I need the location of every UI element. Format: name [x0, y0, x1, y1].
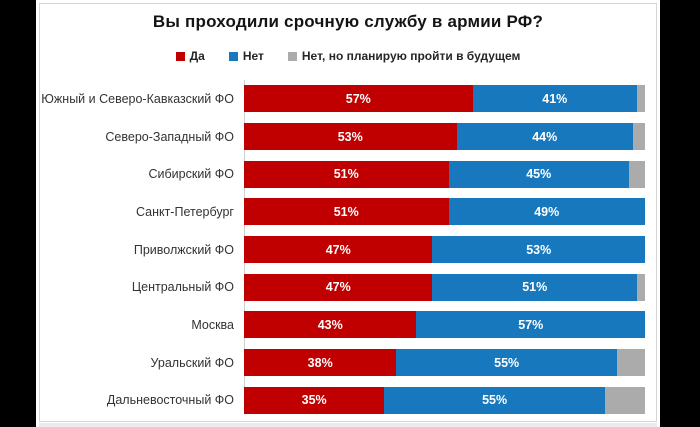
legend-swatch-icon	[228, 51, 238, 61]
category-label: Центральный ФО	[131, 280, 234, 295]
value-label: 43%	[317, 317, 343, 332]
bar-segment-net: 53%	[432, 236, 645, 264]
plot-area: Южный и Северо-Кавказский ФО 57% 41% Северо…	[36, 80, 660, 420]
category-label: Уральский ФО	[150, 355, 234, 370]
chart-title: Вы проходили срочную службу в армии РФ?	[152, 12, 544, 31]
stacked-bar: 47% 51%	[244, 273, 645, 301]
bar-segment-net: 51%	[432, 273, 637, 301]
category-row: Центральный ФО 47% 51%	[36, 268, 660, 306]
stacked-bar: 38% 55%	[244, 349, 645, 377]
stacked-bar: 57% 41%	[244, 85, 645, 113]
panel-bottom-strip	[39, 423, 657, 427]
category-label: Санкт-Петербург	[135, 204, 234, 219]
bar-segment-plan	[628, 160, 645, 188]
category-row: Сибирский ФО 51% 45%	[36, 155, 660, 193]
category-label: Южный и Северо-Кавказский ФО	[41, 91, 234, 106]
value-label: 55%	[494, 355, 520, 370]
value-label: 35%	[301, 393, 327, 408]
category-row: Приволжский ФО 47% 53%	[36, 231, 660, 269]
bar-segment-plan	[616, 349, 645, 377]
chart-panel: Вы проходили срочную службу в армии РФ? …	[36, 0, 660, 427]
value-label: 45%	[526, 167, 552, 182]
bar-segment-net: 57%	[416, 311, 645, 339]
bar-segment-plan	[604, 386, 645, 414]
legend-swatch-icon	[175, 51, 185, 61]
value-label: 47%	[325, 242, 351, 257]
bar-segment-da: 51%	[244, 160, 449, 188]
category-row: Уральский ФО 38% 55%	[36, 344, 660, 382]
legend-item-2: Нет, но планирую пройти в будущем	[287, 49, 521, 63]
stacked-bar: 43% 57%	[244, 311, 645, 339]
category-row: Москва 43% 57%	[36, 306, 660, 344]
value-label: 38%	[307, 355, 333, 370]
category-label: Северо-Западный ФО	[105, 129, 234, 144]
bar-segment-da: 53%	[244, 123, 457, 151]
bar-segment-net: 41%	[472, 85, 637, 113]
category-row: Санкт-Петербург 51% 49%	[36, 193, 660, 231]
bar-segment-net: 45%	[448, 160, 629, 188]
value-label: 51%	[333, 204, 359, 219]
category-label: Приволжский ФО	[133, 242, 234, 257]
value-label: 41%	[542, 91, 568, 106]
legend: Да Нет Нет, но планирую пройти в будущем	[36, 49, 660, 63]
category-label: Дальневосточный ФО	[106, 393, 234, 408]
value-label: 51%	[522, 280, 548, 295]
bar-segment-net: 44%	[456, 123, 633, 151]
legend-item-0: Да	[175, 49, 205, 63]
bar-segment-da: 38%	[244, 349, 397, 377]
value-label: 53%	[526, 242, 552, 257]
stacked-bar: 53% 44%	[244, 123, 645, 151]
value-label: 47%	[325, 280, 351, 295]
bar-segment-net: 55%	[384, 386, 605, 414]
bar-segment-da: 51%	[244, 198, 449, 226]
category-row: Южный и Северо-Кавказский ФО 57% 41%	[36, 80, 660, 118]
value-label: 57%	[345, 91, 371, 106]
bar-segment-da: 43%	[244, 311, 417, 339]
bar-segment-da: 57%	[244, 85, 473, 113]
legend-label: Да	[189, 49, 205, 63]
stacked-bar: 51% 45%	[244, 160, 645, 188]
category-label: Москва	[191, 317, 234, 332]
value-label: 49%	[534, 204, 560, 219]
legend-label: Нет, но планирую пройти в будущем	[301, 49, 521, 63]
bar-segment-da: 35%	[244, 386, 385, 414]
bar-segment-plan	[632, 123, 645, 151]
stacked-bar: 51% 49%	[244, 198, 645, 226]
value-label: 55%	[482, 393, 508, 408]
value-label: 57%	[518, 317, 544, 332]
legend-swatch-icon	[287, 51, 297, 61]
stacked-bar: 47% 53%	[244, 236, 645, 264]
bar-segment-plan	[636, 85, 645, 113]
category-row: Северо-Западный ФО 53% 44%	[36, 118, 660, 156]
value-label: 53%	[337, 129, 363, 144]
bar-segment-plan	[636, 273, 645, 301]
bar-segment-da: 47%	[244, 236, 433, 264]
value-label: 51%	[333, 167, 359, 182]
legend-item-1: Нет	[228, 49, 264, 63]
stacked-bar: 35% 55%	[244, 386, 645, 414]
category-row: Дальневосточный ФО 35% 55%	[36, 382, 660, 420]
bar-segment-net: 55%	[396, 349, 617, 377]
legend-label: Нет	[242, 49, 264, 63]
value-label: 44%	[532, 129, 558, 144]
bar-segment-net: 49%	[448, 198, 645, 226]
category-label: Сибирский ФО	[148, 167, 235, 182]
bar-segment-da: 47%	[244, 273, 433, 301]
